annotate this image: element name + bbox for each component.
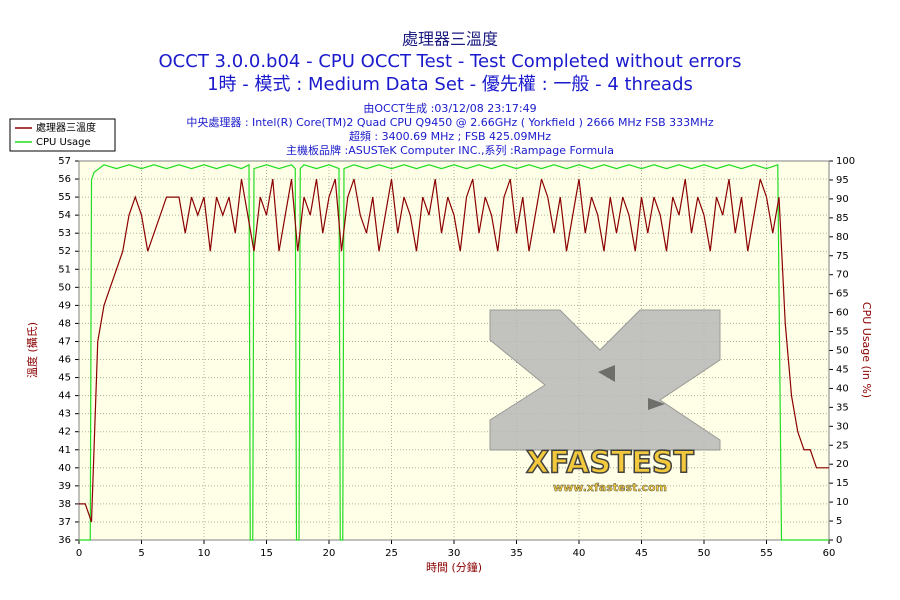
y-tick-label: 39	[58, 481, 71, 492]
y2-tick-label: 45	[836, 364, 849, 375]
y2-tick-label: 10	[836, 497, 849, 508]
y2-tick-label: 15	[836, 478, 849, 489]
plot-frame	[78, 160, 830, 541]
x-tick-label: 5	[138, 548, 144, 559]
detail: 中央處理器 : Intel(R) Core(TM)2 Quad CPU Q945…	[186, 115, 714, 129]
y2-tick-label: 35	[836, 402, 849, 413]
y-tick-label: 41	[58, 445, 71, 456]
y-tick-label: 49	[58, 300, 71, 311]
legend-label: CPU Usage	[36, 137, 91, 148]
y-tick-label: 55	[58, 192, 71, 203]
chart-title: 處理器三溫度	[402, 30, 498, 49]
watermark: XFASTEST www.xfastest.com	[489, 309, 721, 494]
y2-tick-label: 5	[836, 516, 842, 527]
y2-tick-label: 80	[836, 232, 849, 243]
detail: 由OCCT生成 :03/12/08 23:17:49	[363, 101, 536, 115]
x-tick-label: 10	[198, 548, 211, 559]
y2-tick-label: 85	[836, 213, 849, 224]
y2-tick-label: 60	[836, 308, 849, 319]
y-axis-label: 溫度 (攝氏)	[25, 322, 39, 378]
y-tick-label: 40	[58, 463, 71, 474]
x-tick-label: 60	[823, 548, 836, 559]
watermark-url: www.xfastest.com	[553, 481, 667, 494]
legend-label: 處理器三溫度	[36, 121, 96, 134]
y-tick-label: 54	[58, 210, 71, 221]
y-tick-label: 51	[58, 264, 71, 275]
logo-shape	[489, 309, 721, 451]
y2-tick-label: 55	[836, 327, 849, 338]
y-tick-label: 57	[58, 156, 71, 167]
y2-tick-label: 75	[836, 251, 849, 262]
y-tick-label: 48	[58, 318, 71, 329]
x-tick-label: 45	[635, 548, 648, 559]
y2-tick-label: 90	[836, 194, 849, 205]
series-line	[79, 178, 829, 523]
logo-shape	[598, 365, 665, 410]
x-tick-label: 30	[448, 548, 461, 559]
detail: 主機板品牌 :ASUSTeK Computer INC.,系列 :Rampage…	[286, 143, 614, 157]
series-line	[79, 163, 829, 541]
x-axis-label: 時間 (分鐘)	[426, 560, 482, 574]
y-tick-label: 38	[58, 499, 71, 510]
y-tick-label: 46	[58, 355, 71, 366]
y-tick-label: 44	[58, 391, 71, 402]
x-tick-label: 35	[510, 548, 523, 559]
y-tick-label: 45	[58, 373, 71, 384]
y-tick-label: 50	[58, 282, 71, 293]
y2-tick-label: 25	[836, 440, 849, 451]
x-tick-label: 25	[385, 548, 398, 559]
y-tick-label: 42	[58, 427, 71, 438]
x-tick-label: 55	[760, 548, 773, 559]
x-tick-label: 40	[573, 548, 586, 559]
y2-tick-label: 0	[836, 535, 842, 546]
x-tick-label: 20	[323, 548, 336, 559]
y-tick-label: 43	[58, 409, 71, 420]
x-tick-label: 50	[698, 548, 711, 559]
y-tick-label: 37	[58, 517, 71, 528]
y2-tick-label: 65	[836, 289, 849, 300]
y-tick-label: 56	[58, 174, 71, 185]
subtitle: OCCT 3.0.0.b04 - CPU OCCT Test - Test Co…	[159, 51, 742, 72]
watermark-logo: XFASTEST	[526, 446, 695, 481]
y2-tick-label: 95	[836, 175, 849, 186]
legend-box	[9, 118, 116, 152]
detail: 超頻 : 3400.69 MHz ; FSB 425.09MHz	[349, 129, 551, 143]
y2-tick-label: 100	[836, 156, 855, 167]
y-tick-label: 52	[58, 246, 71, 257]
x-tick-label: 0	[76, 548, 82, 559]
y-tick-label: 53	[58, 228, 71, 239]
y2-tick-label: 40	[836, 383, 849, 394]
y-tick-label: 47	[58, 336, 71, 347]
y-tick-label: 36	[58, 535, 71, 546]
y2-tick-label: 30	[836, 421, 849, 432]
y2-tick-label: 70	[836, 270, 849, 281]
y2-tick-label: 50	[836, 346, 849, 357]
subtitle: 1時 - 模式 : Medium Data Set - 優先權 : 一般 - 4…	[207, 74, 693, 95]
y2-axis-label: CPU Usage (in %)	[860, 302, 873, 398]
x-tick-label: 15	[260, 548, 273, 559]
y2-tick-label: 20	[836, 459, 849, 470]
